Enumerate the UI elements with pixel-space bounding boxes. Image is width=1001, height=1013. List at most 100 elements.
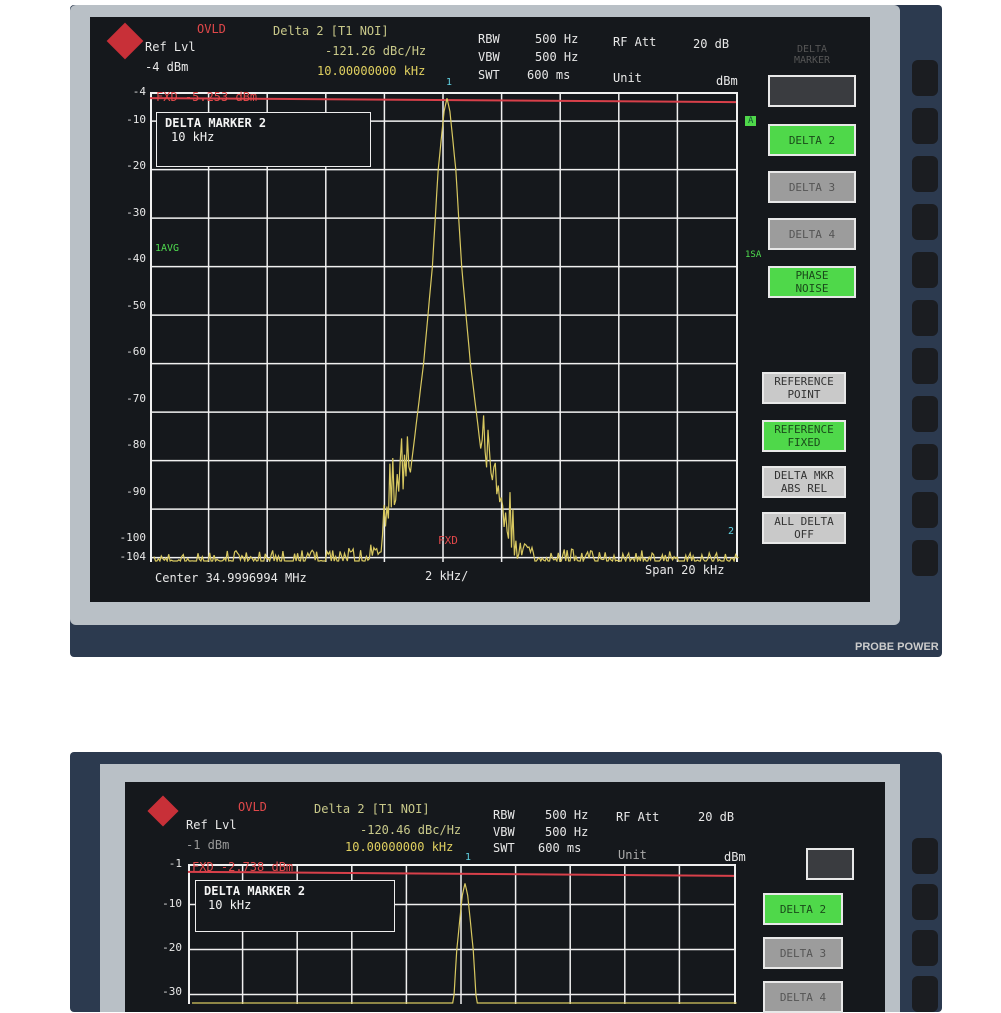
hardkey-button[interactable] [912,492,938,528]
hardkey-button[interactable] [912,976,938,1012]
fxd-level-label: FXD -5.253 dBm [156,90,257,104]
y-tick-label: -104 [116,550,146,563]
menu-title: DELTA MARKER [782,44,842,66]
hardkey-button[interactable] [912,60,938,96]
hardkey-button[interactable] [912,540,938,576]
fxd-level-label: FXD -2.738 dBm [192,860,293,874]
rf-att-label: RF Att [613,35,656,49]
unit-label: Unit [613,71,642,85]
swt: 600 ms [538,841,581,855]
marker-freq: 10.00000000 kHz [317,64,425,78]
y-tick-label: -4 [116,85,146,98]
marker-value: -120.46 dBc/Hz [360,823,461,837]
y-tick-label: -60 [116,345,146,358]
softkey-label: ABS REL [781,482,827,495]
y-tick-label: -10 [116,113,146,126]
marker-1: 1 [465,852,471,863]
hardkey-button[interactable] [912,396,938,432]
y-tick-label: -10 [152,897,182,910]
rf-att-label: RF Att [616,810,659,824]
trace-a-indicator: A [745,116,756,126]
hardkey-button[interactable] [912,156,938,192]
delta-marker-value: 10 kHz [204,898,386,912]
hardkey-button[interactable] [912,204,938,240]
ref-lvl: -1 dBm [186,838,229,852]
y-tick-label: -20 [152,941,182,954]
vbw-label: VBW [478,50,500,64]
softkey-label: DELTA 2 [789,134,835,147]
softkey-reference-fixed[interactable]: REFERENCE FIXED [762,420,846,452]
vbw: 500 Hz [545,825,588,839]
y-tick-label: -30 [116,206,146,219]
hardkey-button[interactable] [912,348,938,384]
marker-2: 2 [728,526,734,537]
unit: dBm [724,850,746,864]
softkey-delta-4[interactable]: DELTA 4 [768,218,856,250]
softkey-empty[interactable] [806,848,854,880]
ref-lvl-label: Ref Lvl [186,818,237,832]
y-tick-label: -80 [116,438,146,451]
marker-title: Delta 2 [T1 NOI] [314,802,430,816]
y-tick-label: -1 [152,857,182,870]
softkey-delta-3[interactable]: DELTA 3 [763,937,843,969]
unit-label: Unit [618,848,647,862]
softkey-delta-3[interactable]: DELTA 3 [768,171,856,203]
rbw: 500 Hz [545,808,588,822]
hardkey-button[interactable] [912,252,938,288]
hardkey-button[interactable] [912,930,938,966]
softkey-label: POINT [787,388,820,401]
trace-mode-label: 1AVG [155,243,179,254]
delta-marker-title: DELTA MARKER 2 [165,116,362,130]
swt-label: SWT [478,68,500,82]
rf-att: 20 dB [693,37,729,51]
softkey-label: DELTA 3 [789,181,835,194]
y-tick-label: -20 [116,159,146,172]
y-tick-label: -50 [116,299,146,312]
center-frequency: Center 34.9996994 MHz [155,571,307,585]
delta-marker-box: DELTA MARKER 2 10 kHz [195,880,395,932]
delta-marker-box: DELTA MARKER 2 10 kHz [156,112,371,167]
ovld-status: OVLD [238,800,267,814]
hardkey-button[interactable] [912,444,938,480]
y-tick-label: -40 [116,252,146,265]
softkey-reference-point[interactable]: REFERENCE POINT [762,372,846,404]
softkey-label: PHASE [795,269,828,282]
softkey-delta-4[interactable]: DELTA 4 [763,981,843,1013]
hardkey-button[interactable] [912,108,938,144]
swt-label: SWT [493,841,515,855]
delta-marker-title: DELTA MARKER 2 [204,884,386,898]
fxd-marker: FXD [438,534,458,547]
y-tick-label: -100 [116,531,146,544]
hardkey-button[interactable] [912,300,938,336]
softkey-phase-noise[interactable]: PHASE NOISE [768,266,856,298]
sweep-indicator: 1SA [745,250,761,260]
softkey-label: REFERENCE [774,423,834,436]
marker-title: Delta 2 [T1 NOI] [273,24,389,38]
softkey-delta-mkr-abs-rel[interactable]: DELTA MKR ABS REL [762,466,846,498]
softkey-empty[interactable] [768,75,856,107]
softkey-label: DELTA 4 [789,228,835,241]
freq-per-div: 2 kHz/ [425,569,468,583]
ref-lvl: -4 dBm [145,60,188,74]
softkey-delta-2[interactable]: DELTA 2 [763,893,843,925]
y-tick-label: -30 [152,985,182,998]
softkey-label: FIXED [787,436,820,449]
unit: dBm [716,74,738,88]
marker-1: 1 [446,77,452,88]
hardkey-button[interactable] [912,884,938,920]
ovld-status: OVLD [197,22,226,36]
softkey-label: DELTA MKR [774,469,834,482]
vbw: 500 Hz [535,50,578,64]
softkey-all-delta-off[interactable]: ALL DELTA OFF [762,512,846,544]
softkey-delta-2[interactable]: DELTA 2 [768,124,856,156]
rbw-label: RBW [478,32,500,46]
y-tick-label: -90 [116,485,146,498]
rf-att: 20 dB [698,810,734,824]
marker-value: -121.26 dBc/Hz [325,44,426,58]
swt: 600 ms [527,68,570,82]
softkey-label: ALL DELTA [774,515,834,528]
probe-power-label: PROBE POWER [855,641,939,653]
softkey-label: NOISE [795,282,828,295]
trace-line [154,98,739,561]
hardkey-button[interactable] [912,838,938,874]
